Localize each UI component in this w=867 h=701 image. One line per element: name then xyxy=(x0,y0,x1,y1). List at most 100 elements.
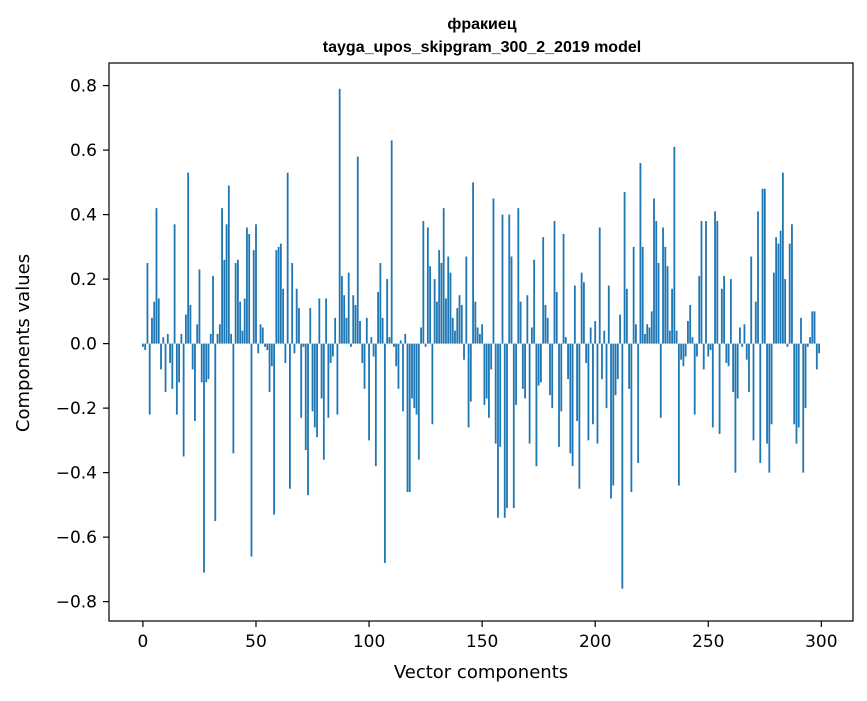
x-tick-label: 0 xyxy=(138,632,149,652)
bar-component-280 xyxy=(775,237,778,344)
bar-component-290 xyxy=(797,343,800,428)
bar-component-122 xyxy=(417,343,420,460)
bar-component-62 xyxy=(282,288,285,344)
bar-component-39 xyxy=(230,333,233,344)
bar-component-241 xyxy=(687,321,689,344)
x-tick-label: 250 xyxy=(692,632,724,652)
bar-component-78 xyxy=(318,298,321,344)
bar-component-64 xyxy=(286,172,289,344)
bar-component-253 xyxy=(714,211,716,344)
bar-component-247 xyxy=(700,221,703,344)
bar-component-255 xyxy=(718,343,721,434)
bar-component-130 xyxy=(436,301,438,344)
bar-component-60 xyxy=(277,246,280,344)
bar-component-51 xyxy=(257,343,260,354)
bar-component-54 xyxy=(264,343,266,347)
bar-component-200 xyxy=(594,321,597,344)
bar-component-81 xyxy=(325,298,327,344)
bar-component-226 xyxy=(653,198,655,344)
bar-component-256 xyxy=(720,288,723,344)
bar-component-176 xyxy=(540,343,542,383)
bar-component-99 xyxy=(365,317,368,344)
bar-component-23 xyxy=(194,343,196,422)
bar-component-206 xyxy=(607,285,610,344)
bar-component-7 xyxy=(157,298,160,344)
bar-component-153 xyxy=(488,343,490,418)
bar-component-140 xyxy=(458,295,461,344)
bar-component-289 xyxy=(795,343,798,444)
bar-component-13 xyxy=(171,343,174,389)
bar-component-194 xyxy=(580,272,583,344)
bar-component-18 xyxy=(182,343,185,457)
bar-component-177 xyxy=(542,237,545,344)
bar-component-188 xyxy=(567,343,569,380)
bar-component-297 xyxy=(813,311,816,344)
plot-frame xyxy=(108,62,854,622)
bar-component-284 xyxy=(784,279,787,344)
bar-component-84 xyxy=(331,343,334,357)
bar-component-243 xyxy=(691,337,694,344)
bar-component-86 xyxy=(336,343,339,415)
bar-component-254 xyxy=(716,221,719,344)
bar-component-79 xyxy=(320,343,323,399)
bar-component-141 xyxy=(460,304,463,344)
bar-component-269 xyxy=(750,256,753,344)
bar-component-183 xyxy=(555,292,558,344)
bar-component-33 xyxy=(216,333,219,344)
bar-component-85 xyxy=(334,317,337,344)
bar-component-94 xyxy=(354,304,357,344)
bar-component-167 xyxy=(519,301,522,344)
bar-component-103 xyxy=(374,343,377,467)
x-tick-label: 150 xyxy=(466,632,498,652)
bar-component-132 xyxy=(440,262,443,344)
bar-component-213 xyxy=(623,192,626,344)
bar-component-96 xyxy=(359,321,361,344)
bar-component-273 xyxy=(759,343,762,463)
bar-component-118 xyxy=(408,343,411,492)
bar-component-11 xyxy=(166,333,169,344)
bar-component-148 xyxy=(476,327,479,344)
bar-component-282 xyxy=(779,230,782,344)
bar-component-295 xyxy=(809,337,811,344)
bar-component-277 xyxy=(768,343,771,473)
bar-component-107 xyxy=(383,343,386,563)
bar-component-261 xyxy=(732,343,735,392)
bar-component-286 xyxy=(788,243,791,344)
bar-component-231 xyxy=(664,246,667,344)
bar-component-73 xyxy=(307,343,309,496)
bar-component-97 xyxy=(361,343,364,363)
bar-component-245 xyxy=(696,343,698,357)
bar-component-83 xyxy=(329,343,332,363)
bar-component-260 xyxy=(729,279,732,344)
bar-component-146 xyxy=(472,182,474,344)
bar-component-143 xyxy=(465,256,468,344)
bar-component-119 xyxy=(411,343,413,399)
bar-component-168 xyxy=(521,343,524,389)
x-tick-label: 300 xyxy=(805,632,837,652)
bar-component-104 xyxy=(377,292,380,344)
bar-component-191 xyxy=(573,285,576,344)
bar-component-156 xyxy=(494,343,497,444)
bar-component-275 xyxy=(763,188,766,344)
bar-component-26 xyxy=(200,343,203,383)
bar-component-27 xyxy=(203,343,205,573)
bar-component-105 xyxy=(379,262,382,344)
bar-component-250 xyxy=(707,343,710,357)
bar-component-215 xyxy=(628,343,631,389)
bar-component-259 xyxy=(727,343,730,367)
bar-component-30 xyxy=(209,333,212,344)
bar-component-217 xyxy=(632,246,635,344)
bar-component-24 xyxy=(196,324,199,344)
bar-component-257 xyxy=(723,275,726,344)
bar-component-150 xyxy=(481,324,484,344)
bar-component-41 xyxy=(234,262,237,344)
bar-component-1 xyxy=(144,343,147,351)
bar-component-45 xyxy=(243,298,246,344)
bar-component-239 xyxy=(682,343,685,367)
bar-component-88 xyxy=(341,275,343,344)
bar-component-69 xyxy=(298,308,300,344)
bar-component-138 xyxy=(454,330,456,344)
bar-component-19 xyxy=(184,314,187,344)
chart-title-line-2: tayga_upos_skipgram_300_2_2019 model xyxy=(323,39,641,56)
